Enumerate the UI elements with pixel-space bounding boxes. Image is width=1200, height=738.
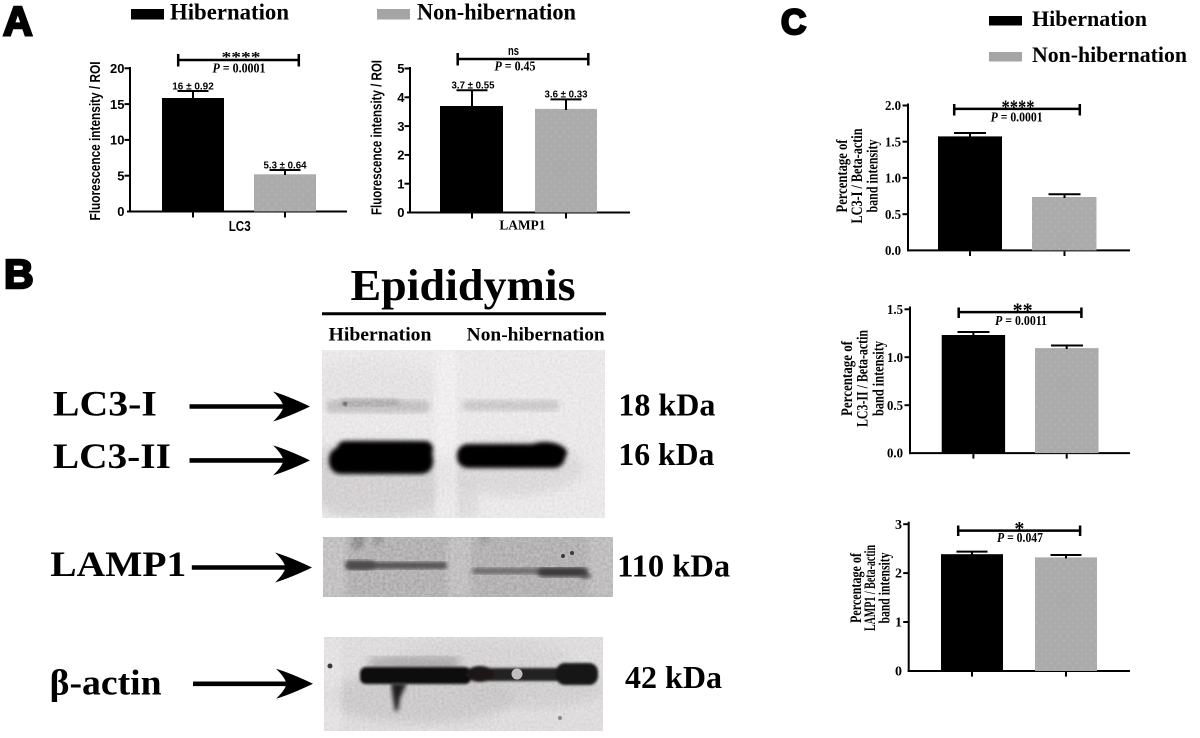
svg-text:0: 0 bbox=[397, 205, 404, 220]
svg-text:Non-hibernation: Non-hibernation bbox=[1032, 42, 1187, 67]
svg-text:5: 5 bbox=[117, 168, 124, 183]
svg-text:β-actin: β-actin bbox=[50, 662, 162, 702]
svg-text:P = 0.0001: P = 0.0001 bbox=[991, 109, 1043, 124]
svg-text:P = 0.047: P = 0.047 bbox=[997, 530, 1043, 545]
svg-text:42 kDa: 42 kDa bbox=[625, 659, 722, 695]
svg-text:16 ± 0.92: 16 ± 0.92 bbox=[172, 80, 214, 92]
svg-text:Non-hibernation: Non-hibernation bbox=[467, 325, 605, 346]
svg-text:LAMP1: LAMP1 bbox=[499, 218, 545, 233]
svg-text:110 kDa: 110 kDa bbox=[617, 548, 730, 584]
svg-text:15: 15 bbox=[110, 97, 124, 112]
svg-text:ns: ns bbox=[508, 43, 519, 58]
svg-text:10: 10 bbox=[110, 133, 124, 148]
svg-text:Fluorescence intensity / ROI: Fluorescence intensity / ROI bbox=[370, 60, 386, 215]
svg-text:LC3: LC3 bbox=[229, 219, 251, 235]
svg-text:1.0: 1.0 bbox=[887, 351, 903, 366]
svg-text:0.5: 0.5 bbox=[885, 208, 901, 223]
svg-text:P = 0.0001: P = 0.0001 bbox=[213, 61, 266, 76]
svg-text:18 kDa: 18 kDa bbox=[618, 386, 715, 422]
svg-text:band intensity: band intensity bbox=[871, 341, 888, 416]
svg-text:LAMP1: LAMP1 bbox=[50, 544, 186, 584]
svg-text:Fluorescence intensity / ROI: Fluorescence intensity / ROI bbox=[88, 62, 104, 221]
svg-text:1.5: 1.5 bbox=[885, 135, 901, 150]
svg-text:Hibernation: Hibernation bbox=[170, 0, 289, 25]
svg-text:LC3-I / Beta-actin: LC3-I / Beta-actin bbox=[849, 128, 866, 223]
svg-text:0.0: 0.0 bbox=[887, 447, 903, 462]
svg-text:**: ** bbox=[1013, 299, 1033, 321]
svg-text:0: 0 bbox=[895, 665, 902, 680]
svg-text:3: 3 bbox=[397, 119, 404, 134]
svg-text:20: 20 bbox=[110, 61, 124, 76]
svg-text:1: 1 bbox=[895, 616, 902, 631]
svg-text:1.0: 1.0 bbox=[885, 172, 901, 187]
svg-text:2: 2 bbox=[397, 148, 404, 163]
svg-text:A: A bbox=[3, 0, 33, 44]
svg-text:Hibernation: Hibernation bbox=[1032, 6, 1147, 31]
svg-text:LAMP1 / Beta-actin: LAMP1 / Beta-actin bbox=[862, 545, 879, 631]
svg-text:Epididymis: Epididymis bbox=[351, 261, 576, 310]
svg-text:0: 0 bbox=[117, 204, 124, 219]
svg-text:5.3 ± 0.64: 5.3 ± 0.64 bbox=[264, 159, 307, 171]
svg-text:16 kDa: 16 kDa bbox=[618, 436, 714, 472]
svg-text:Percentage of: Percentage of bbox=[839, 340, 856, 416]
svg-text:4: 4 bbox=[397, 90, 405, 105]
svg-text:band intensity: band intensity bbox=[865, 139, 882, 212]
svg-text:2: 2 bbox=[895, 567, 902, 582]
svg-text:Percentage of: Percentage of bbox=[834, 139, 851, 213]
svg-text:*: * bbox=[1014, 518, 1024, 540]
svg-text:Non-hibernation: Non-hibernation bbox=[417, 0, 576, 25]
svg-text:5: 5 bbox=[397, 61, 404, 76]
svg-text:1.5: 1.5 bbox=[887, 303, 903, 318]
svg-text:P = 0.45: P = 0.45 bbox=[495, 58, 536, 73]
svg-text:3.7 ± 0.55: 3.7 ± 0.55 bbox=[452, 80, 495, 92]
svg-text:****: **** bbox=[1002, 96, 1035, 118]
svg-text:LC3-I: LC3-I bbox=[53, 383, 157, 423]
svg-text:LC3-II: LC3-II bbox=[53, 436, 171, 476]
svg-text:****: **** bbox=[222, 50, 261, 66]
svg-text:band intensity: band intensity bbox=[877, 552, 894, 623]
svg-text:P = 0.0011: P = 0.0011 bbox=[995, 313, 1047, 328]
svg-text:LC3-II / Beta-actin: LC3-II / Beta-actin bbox=[855, 330, 872, 427]
svg-text:Percentage of: Percentage of bbox=[848, 552, 865, 623]
svg-text:0.0: 0.0 bbox=[885, 244, 901, 259]
svg-text:3: 3 bbox=[895, 518, 902, 533]
svg-text:0.5: 0.5 bbox=[887, 399, 903, 414]
svg-text:Hibernation: Hibernation bbox=[329, 325, 432, 346]
svg-text:B: B bbox=[4, 251, 34, 297]
svg-text:1: 1 bbox=[397, 176, 404, 191]
svg-text:C: C bbox=[781, 3, 806, 42]
svg-text:2.0: 2.0 bbox=[885, 99, 901, 114]
svg-text:3.6 ± 0.33: 3.6 ± 0.33 bbox=[545, 89, 588, 101]
